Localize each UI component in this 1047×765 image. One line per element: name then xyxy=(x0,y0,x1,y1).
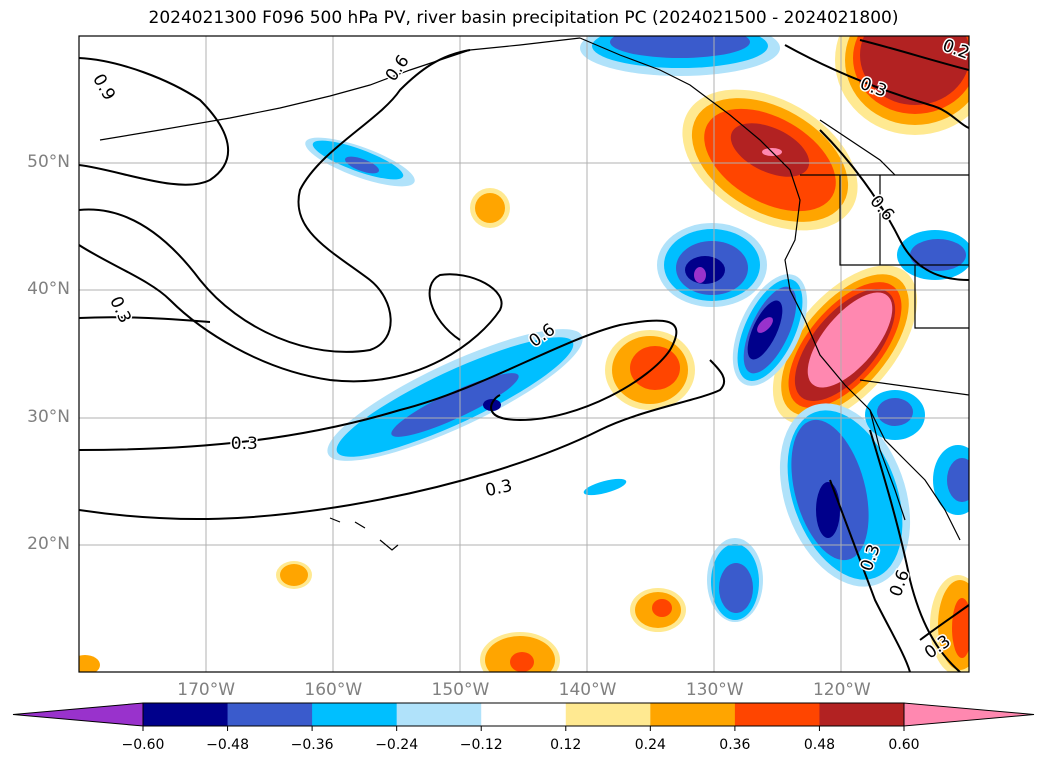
colorbar-tick-label: −0.12 xyxy=(459,737,503,753)
colorbar-swatch xyxy=(734,703,820,726)
colorbar-swatch xyxy=(565,703,651,726)
contour-label: 0.3 xyxy=(483,476,514,501)
colorbar-swatch xyxy=(481,703,567,726)
graticule xyxy=(79,36,969,672)
colorbar-tick-label: −0.48 xyxy=(206,737,249,753)
pv-contours xyxy=(79,39,969,672)
contour-label: 0.6 xyxy=(382,52,414,86)
colorbar-swatch xyxy=(819,703,905,726)
lon-label: 160°W xyxy=(304,680,363,700)
map-title: 2024021300 F096 500 hPa PV, river basin … xyxy=(148,8,899,28)
map-frame xyxy=(78,35,970,673)
colorbar-extend-high xyxy=(903,702,1035,727)
lat-label: 20°N xyxy=(27,533,70,554)
lat-label: 30°N xyxy=(27,406,70,427)
lon-label: 150°W xyxy=(431,680,490,700)
colorbar-tick-label: 0.60 xyxy=(888,737,920,753)
contour-label: 0.9 xyxy=(88,71,119,104)
contour-label: 0.3 xyxy=(105,293,135,326)
colorbar-tick-label: −0.36 xyxy=(290,737,334,753)
contour-label: 0.3 xyxy=(231,434,258,454)
colorbar-tick-label: 0.24 xyxy=(634,737,666,753)
colorbar-swatch xyxy=(312,703,398,726)
contour-label: 0.2 xyxy=(940,36,972,64)
colorbar-tick-label: −0.60 xyxy=(121,737,165,753)
lat-label: 40°N xyxy=(27,279,70,300)
lon-label: 120°W xyxy=(812,680,871,700)
colorbar-swatch xyxy=(227,703,313,726)
colorbar-tick-label: 0.48 xyxy=(803,737,836,753)
colorbar xyxy=(12,702,1035,731)
colorbar-swatch xyxy=(650,703,736,726)
coastlines xyxy=(99,37,969,551)
colorbar-swatch xyxy=(143,703,229,726)
contour-label: 0.6 xyxy=(865,192,898,226)
lon-label: 170°W xyxy=(177,680,236,700)
colorbar-tick-label: −0.24 xyxy=(375,737,419,753)
colorbar-tick-label: 0.12 xyxy=(550,737,582,753)
lon-label: 140°W xyxy=(558,680,617,700)
precip-anomaly-shading xyxy=(79,36,969,672)
lon-label: 130°W xyxy=(685,680,744,700)
lat-label: 50°N xyxy=(27,152,70,173)
colorbar-extend-low xyxy=(12,702,144,727)
colorbar-tick-label: 0.36 xyxy=(719,737,751,753)
colorbar-swatch xyxy=(396,703,482,726)
